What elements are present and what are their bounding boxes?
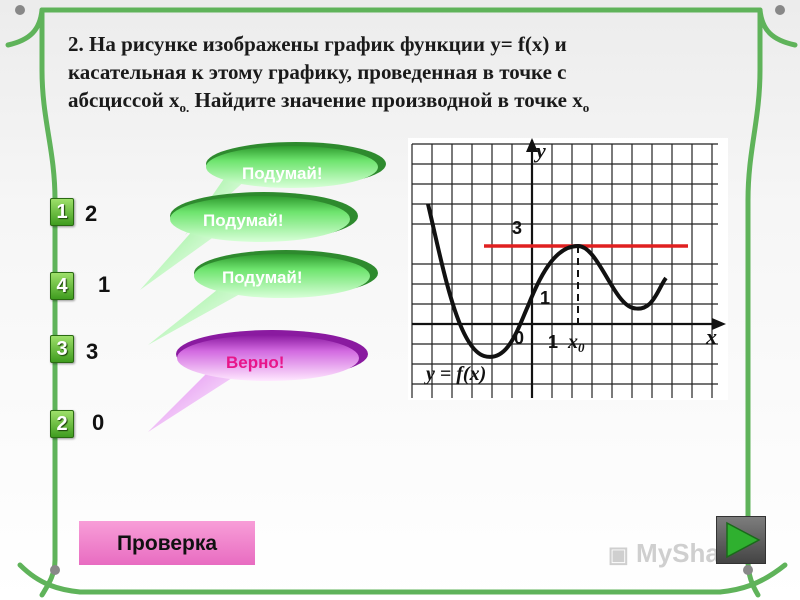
function-label: y = f(x) (424, 363, 486, 385)
y-axis-label: y (533, 138, 546, 163)
question-line-1: 2. На рисунке изображены график функции … (68, 30, 768, 58)
answer-badge-1[interactable]: 1 (50, 198, 74, 226)
question-line-3-part-a: абсциссой x (68, 88, 180, 112)
function-graph: y x 3 1 0 1 x0 y = f(x) (408, 138, 728, 400)
y-axis-arrow-icon (526, 138, 538, 152)
think-label-3: Подумай! (222, 268, 303, 287)
correct-label: Верно! (226, 353, 285, 372)
question-line-3: абсциссой xo. Найдите значение производн… (68, 86, 768, 122)
play-triangle-icon (726, 521, 761, 559)
answer-badge-3[interactable]: 3 (50, 335, 74, 363)
answer-value-4: 0 (92, 410, 105, 435)
answer-badge-2[interactable]: 4 (50, 272, 74, 300)
think-bubble-1 (185, 142, 386, 235)
question-subscript-2: o (582, 100, 590, 116)
tick-label-3: 3 (512, 218, 522, 238)
question-line-3-part-b: Найдите значение производной в точке x (189, 88, 583, 112)
think-bubble-2 (140, 192, 358, 290)
think-label-1: Подумай! (242, 164, 323, 183)
question-line-2: касательная к этому графику, проведенная… (68, 60, 567, 84)
x-axis-arrow-icon (712, 318, 726, 330)
think-bubble-3 (148, 250, 378, 345)
tick-label-1-y: 1 (540, 288, 550, 308)
answer-value-3: 3 (86, 339, 99, 364)
graph-background (408, 138, 728, 400)
question-line-1-text: На рисунке изображены график функции y= … (89, 32, 567, 56)
next-slide-button[interactable] (716, 516, 766, 564)
question-subscript-1: o. (179, 100, 190, 116)
x0-label: x0 (567, 331, 585, 355)
feedback-bubbles (140, 142, 386, 432)
tick-label-0: 0 (514, 328, 524, 348)
x-axis-label: x (705, 324, 717, 349)
answer-value-1: 2 (85, 201, 98, 226)
tick-label-1-x: 1 (548, 332, 558, 352)
question-text: 2. На рисунке изображены график функции … (68, 30, 768, 122)
correct-bubble (148, 330, 368, 432)
presentation-icon: ▣ (608, 542, 629, 568)
answer-badge-4[interactable]: 2 (50, 410, 74, 438)
think-label-2: Подумай! (203, 211, 284, 230)
question-number: 2. (68, 32, 84, 56)
check-button[interactable]: Проверка (79, 521, 255, 565)
function-curve (426, 203, 668, 359)
answer-value-2: 1 (98, 272, 111, 297)
graph-grid (411, 143, 718, 398)
